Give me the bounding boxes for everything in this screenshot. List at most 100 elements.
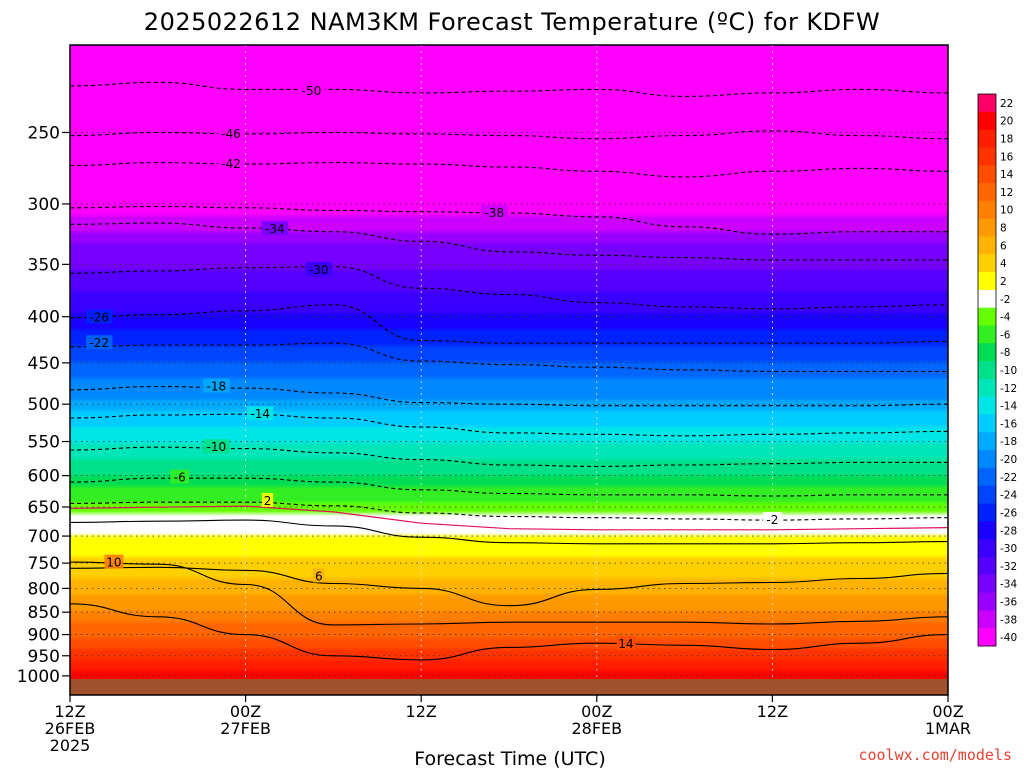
y-tick-label: 300 [28,195,60,215]
x-tick-label: 1MAR [925,719,971,738]
isotherm-label: -6 [170,469,190,485]
colorbar-label: 22 [1000,98,1013,110]
y-tick-label: 900 [28,626,60,646]
x-tick-label: 12Z [54,702,85,721]
colorbar-label: -14 [1000,401,1017,413]
isotherm-6 [70,566,948,607]
colorbar-swatch [978,485,996,504]
colorbar-label: -36 [1000,596,1017,608]
colorbar-label: -32 [1000,561,1017,573]
isotherm-label-text: -50 [302,84,322,98]
isotherm-label: -46 [217,126,245,141]
x-tick-label: 27FEB [220,719,271,738]
isotherm-label-text: -38 [485,206,505,220]
isotherm-label: -26 [86,309,113,325]
colorbar-swatch [978,432,996,451]
colorbar-label: -16 [1000,418,1017,430]
colorbar-label: -28 [1000,525,1017,537]
colorbar-label: -22 [1000,472,1017,484]
isotherm-label: 10 [104,554,124,570]
isotherm-label-text: -30 [309,263,329,277]
isotherm-label: 14 [616,636,636,651]
colorbar-label: -20 [1000,454,1017,466]
isotherm-label: -30 [305,261,333,277]
colorbar-label: 2 [1000,276,1007,288]
isotherm-label: -50 [298,83,325,98]
x-tick-label: 00Z [932,702,963,721]
chart-title: 2025022612 NAM3KM Forecast Temperature (… [144,8,880,36]
colorbar-label: -2 [1000,294,1010,306]
colorbar-label: 14 [1000,169,1014,181]
colorbar-swatch [978,521,996,540]
y-tick-label: 600 [28,467,60,487]
isotherm-label: -2 [762,512,782,527]
isotherm--22 [70,342,948,373]
y-tick-label: 800 [28,579,60,599]
isotherm-label-text: -42 [221,157,241,171]
x-tick-label: 2025 [50,736,91,755]
isotherm-label: 2 [261,492,274,508]
isotherm-label: 6 [313,568,325,583]
colorbar-swatch [978,236,996,255]
x-tick-label: 00Z [581,702,612,721]
isotherm-label: -42 [217,156,245,171]
x-axis-label: Forecast Time (UTC) [414,748,605,768]
isotherm-label: -10 [203,439,230,454]
isotherm-label: -14 [246,406,274,421]
colorbar-label: -12 [1000,383,1017,395]
colorbar-label: -26 [1000,507,1017,519]
colorbar-label: 20 [1000,116,1013,128]
y-tick-label: 400 [28,308,60,328]
y-tick-label: 250 [28,123,60,143]
isotherm-label: -34 [261,221,289,236]
x-tick-label: 12Z [406,702,437,721]
colorbar-label: -34 [1000,579,1017,591]
pressure-axis: 250 300 350 400 450 500 550 600 650 700 750 800 850 9… [17,123,70,687]
colorbar-label: -18 [1000,436,1017,448]
isotherm-label-text: 10 [106,556,121,570]
isotherm-lines: -50-46-42-38-34-30-26-22-18-14-10-6-2261… [70,81,948,661]
colorbar-label: 12 [1000,187,1013,199]
y-tick-label: 700 [28,527,60,547]
isotherm--30 [70,266,948,310]
x-tick-label: 28FEB [571,719,622,738]
y-tick-label: 650 [28,498,60,518]
isotherm-label-text: -22 [89,336,109,350]
y-tick-label: 500 [28,395,60,415]
isotherm-label-text: -26 [89,311,109,325]
colorbar-frame [977,93,997,647]
y-tick-label: 1000 [17,667,60,687]
isotherm-label: -22 [86,335,113,350]
y-tick-label: 950 [28,647,60,667]
colorbar-swatch [978,396,996,415]
colorbar-label: -30 [1000,543,1017,555]
colorbar-swatch [978,361,996,380]
x-tick-label: 26FEB [45,719,96,738]
colorbar-label: -8 [1000,347,1010,359]
plot-frame [69,44,949,696]
colorbar-label: 8 [1000,223,1007,235]
colorbar-label: -10 [1000,365,1017,377]
y-tick-label: 850 [28,603,60,623]
colorbar-swatch [978,325,996,344]
colorbar-swatch [978,343,996,362]
colorbar-swatch [978,539,996,558]
colorbar-swatch [978,165,996,184]
isotherm-label-text: -2 [766,513,778,527]
x-tick-label: 12Z [757,702,788,721]
isotherm-label-text: -34 [265,222,285,236]
colorbar-swatch [978,628,996,647]
colorbar-swatch [978,378,996,398]
colorbar: 22 20 18 16 14 12 10 8 6 4 2 -2 -4 -6 -8 -10 -12 -14 -16 -1… [977,93,1017,647]
colorbar-swatch [978,556,996,576]
colorbar-swatch [978,218,996,237]
colorbar-swatch [978,307,996,326]
colorbar-swatch [978,610,996,629]
colorbar-swatch [978,592,996,611]
y-tick-label: 750 [28,554,60,574]
colorbar-label: -40 [1000,632,1017,644]
isotherm-14 [70,603,948,661]
colorbar-label: -38 [1000,614,1017,626]
colorbar-swatch [978,450,996,469]
